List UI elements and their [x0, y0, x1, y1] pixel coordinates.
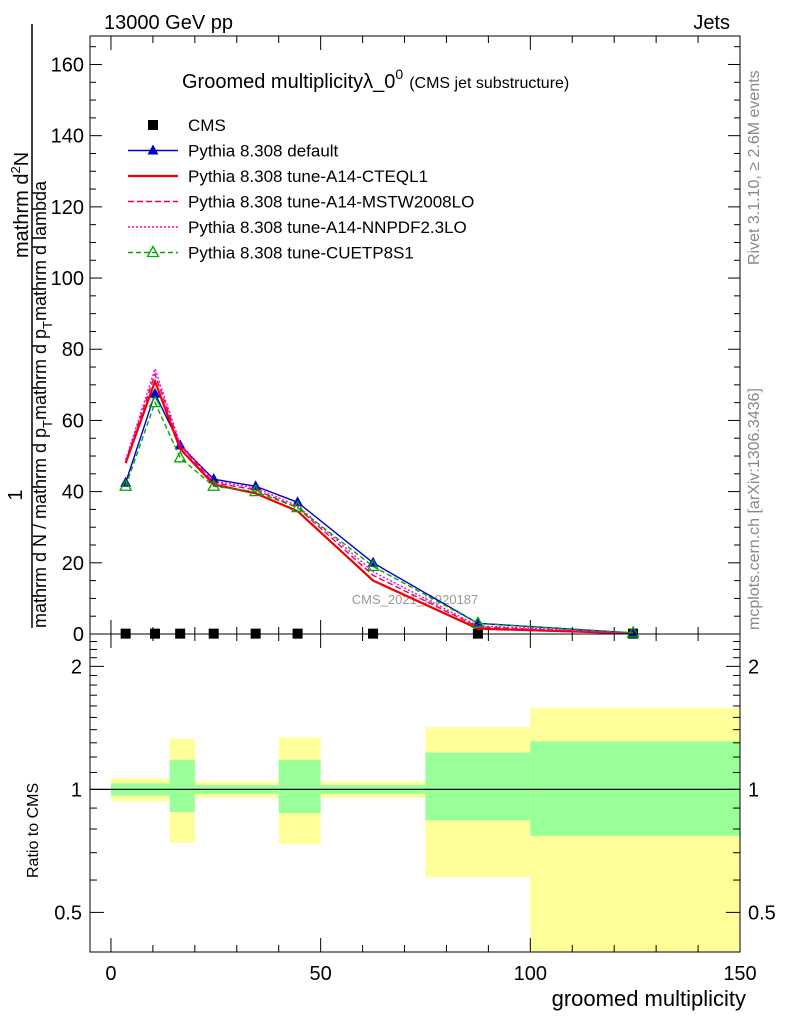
y-tick-label: 120: [51, 197, 84, 219]
data-point-pythia-8-308-tune-cuetp8s1: [173, 450, 187, 463]
rivet-label: Rivet 3.1.10, ≥ 2.6M events: [746, 70, 763, 265]
chart-title-sup: 0: [395, 66, 403, 82]
data-point-pythia-8-308-tune-cuetp8s1: [471, 615, 485, 628]
legend-marker-pythia-8-308-tune-cuetp8s1: [146, 245, 160, 258]
data-point-pythia-8-308-default: [149, 387, 161, 398]
y-tick-label: 60: [62, 410, 84, 432]
ylabel-den-a: mathrm d N / mathrm d p: [30, 428, 50, 628]
y-tick-label: 40: [62, 482, 84, 504]
data-point-pythia-8-308-default: [472, 617, 484, 628]
ylabel-num: mathrm d: [11, 174, 33, 258]
legend-label-pythia-8-308-tune-a14-cteql1: Pythia 8.308 tune-A14-CTEQL1: [188, 167, 428, 186]
data-point-pythia-8-308-tune-cuetp8s1: [119, 478, 133, 491]
y-tick-label: 100: [51, 268, 84, 290]
ratio-plot-frame: [89, 633, 741, 953]
legend-marker-cms: [148, 120, 158, 130]
ratio-y-tick-label: 1: [71, 779, 82, 801]
ratio-ylabel: Ratio to CMS: [25, 783, 42, 878]
data-point-pythia-8-308-default: [367, 556, 379, 567]
y-tick-label: 80: [62, 339, 84, 361]
data-point-pythia-8-308-tune-cuetp8s1: [626, 625, 640, 638]
legend-label-pythia-8-308-tune-a14-mstw2008lo: Pythia 8.308 tune-A14-MSTW2008LO: [188, 193, 474, 212]
data-point-pythia-8-308-tune-cuetp8s1: [148, 395, 162, 408]
legend-marker-pythia-8-308-default: [147, 144, 159, 155]
main-ylabel: 1 mathrm d N / mathrm d pTmathrm d pTmat…: [5, 24, 55, 628]
y-tick-label: 160: [51, 54, 84, 76]
x-tick-label: 0: [105, 963, 116, 985]
series-line-pythia-8-308-tune-cuetp8s1: [124, 400, 634, 634]
ylabel-den-c: mathrm d lambda: [30, 180, 50, 321]
mcplots-label: mcplots.cern.ch [arXiv:1306.3436]: [746, 388, 763, 630]
main-y-axis: 0 20 40 60 80 100 120 140 160: [51, 46, 740, 646]
ratio-axes: 0 50 100 150 0.5 0.5 1 1 2 2: [54, 634, 776, 985]
y-tick-label: 0: [73, 624, 84, 646]
series-line-pythia-8-308-tune-a14-nnpdf2-3lo: [124, 366, 634, 634]
legend: CMS Pythia 8.308 default Pythia 8.308 tune…: [128, 116, 474, 263]
chart-title-main: Groomed multiplicityλ_0: [182, 71, 395, 93]
legend-label-pythia-8-308-tune-a14-nnpdf2-3lo: Pythia 8.308 tune-A14-NNPDF2.3LO: [188, 218, 467, 237]
header-left: 13000 GeV pp: [104, 12, 233, 34]
ylabel-denominator: mathrm d N / mathrm d pTmathrm d pTmathr…: [30, 180, 55, 628]
x-tick-label: 150: [723, 963, 756, 985]
ylabel-num-end: N: [11, 152, 33, 166]
ratio-stat-band: [425, 752, 531, 821]
series-line-pythia-8-308-tune-a14-mstw2008lo: [124, 372, 634, 634]
ratio-bands: [90, 708, 740, 952]
legend-label-cms: CMS: [188, 116, 226, 135]
ylabel-numerator: mathrm d2N: [8, 152, 33, 258]
series-line-pythia-8-308-tune-a14-cteql1: [124, 378, 634, 635]
chart-title-suffix: (CMS jet substructure): [409, 75, 569, 92]
y-tick-label: 140: [51, 126, 84, 148]
data-point-pythia-8-308-tune-cuetp8s1: [366, 559, 380, 572]
data-point-pythia-8-308-tune-cuetp8s1: [249, 484, 263, 497]
legend-label-pythia-8-308-default: Pythia 8.308 default: [188, 142, 339, 161]
ylabel-num-sup: 2: [8, 166, 23, 173]
ylabel-den-b: mathrm d p: [30, 329, 50, 420]
ylabel-one: 1: [5, 489, 27, 500]
ratio-y-tick-label-right: 0.5: [748, 902, 776, 924]
ratio-y-tick-label-right: 2: [748, 656, 759, 678]
data-point-pythia-8-308-tune-cuetp8s1: [290, 500, 305, 513]
ratio-stat-band: [530, 741, 740, 836]
y-tick-label: 20: [62, 553, 84, 575]
ylabel-den-sub1: T: [40, 420, 55, 428]
ratio-stat-band: [169, 760, 195, 813]
ylabel-den-sub2: T: [40, 321, 55, 329]
x-tick-label: 50: [310, 963, 332, 985]
header-right: Jets: [693, 12, 730, 34]
ratio-stat-band: [278, 760, 321, 814]
ratio-y-tick-label-right: 1: [748, 779, 759, 801]
ratio-xlabel: groomed multiplicity: [552, 986, 746, 1011]
data-point-pythia-8-308-tune-cuetp8s1: [207, 478, 221, 491]
chart-title: Groomed multiplicityλ_00 (CMS jet substru…: [182, 66, 569, 93]
x-tick-label: 100: [514, 963, 547, 985]
ratio-y-tick-label: 0.5: [54, 902, 82, 924]
legend-label-pythia-8-308-tune-cuetp8s1: Pythia 8.308 tune-CUETP8S1: [188, 244, 414, 263]
ratio-y-tick-label: 2: [71, 656, 82, 678]
